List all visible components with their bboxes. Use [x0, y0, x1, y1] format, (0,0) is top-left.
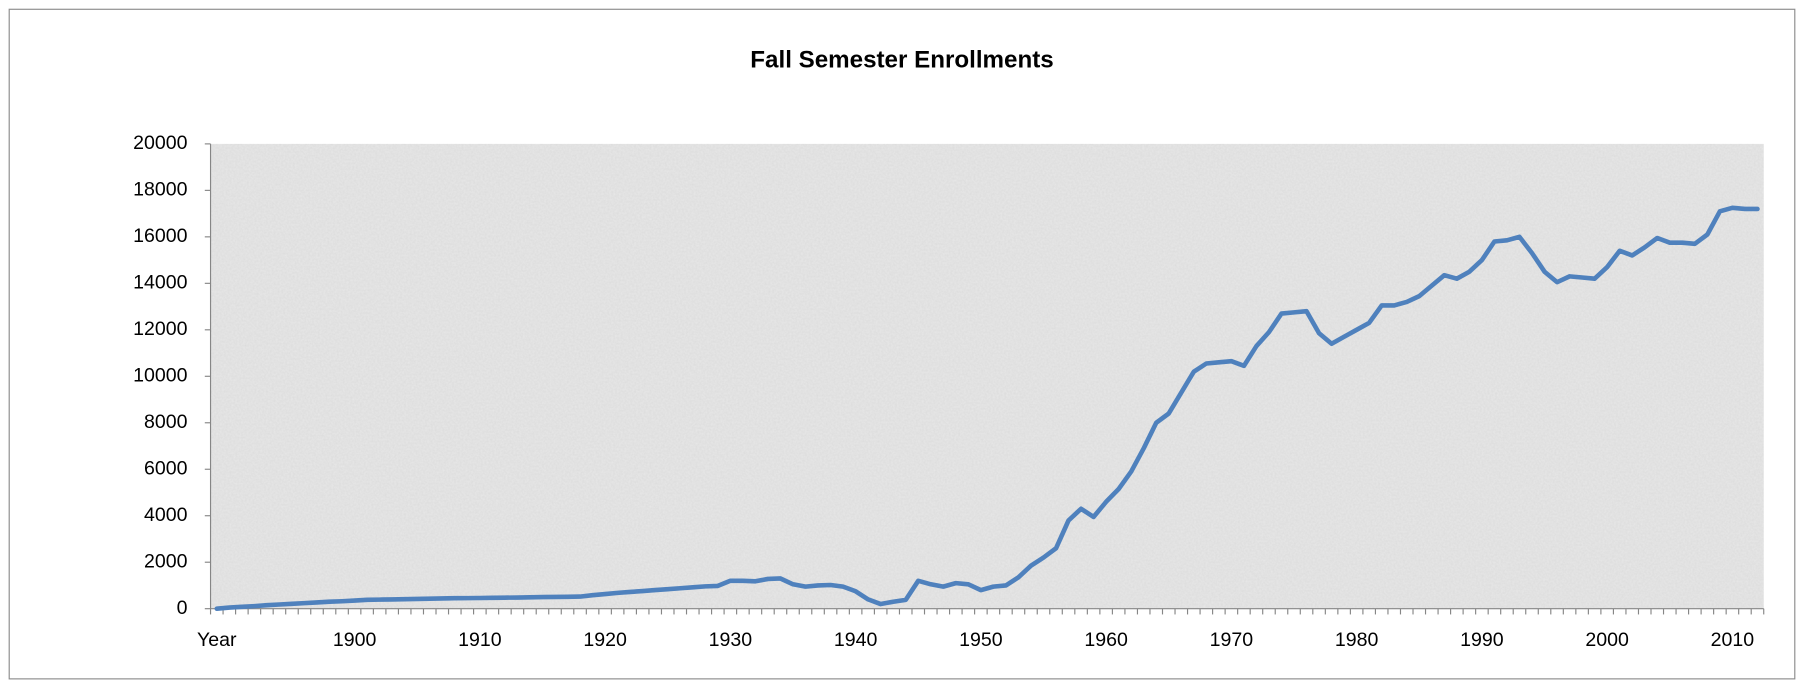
x-tick-label: 1920 — [583, 629, 627, 651]
y-tick-label: 12000 — [133, 318, 187, 340]
plot-texture — [210, 143, 1764, 609]
x-tick-label: 2000 — [1585, 629, 1629, 651]
data-line — [214, 205, 1760, 611]
y-tick-label: 14000 — [133, 272, 187, 294]
x-tick-label: 2010 — [1711, 629, 1755, 651]
y-tick-label: 0 — [177, 597, 188, 619]
y-tick-label: 6000 — [144, 457, 188, 479]
y-tick-label: 16000 — [133, 225, 187, 247]
x-tick-label: 1960 — [1084, 629, 1128, 651]
x-tick-label: 1980 — [1335, 629, 1379, 651]
y-tick-label: 8000 — [144, 411, 188, 433]
x-tick-label: Year — [197, 629, 237, 651]
y-tick-label: 18000 — [133, 179, 187, 201]
x-tick-label: 1900 — [333, 629, 377, 651]
x-tick-label: 1940 — [834, 629, 878, 651]
x-tick-label: 1930 — [709, 629, 753, 651]
y-tick-label: 4000 — [144, 504, 188, 526]
chart-title: Fall Semester Enrollments — [750, 46, 1053, 73]
x-tick-label: 1950 — [959, 629, 1003, 651]
x-tick-label: 1910 — [458, 629, 502, 651]
x-tick-label: 1990 — [1460, 629, 1504, 651]
x-tick-label: 1970 — [1210, 629, 1254, 651]
y-tick-label: 10000 — [133, 364, 187, 386]
y-tick-label: 20000 — [133, 132, 187, 154]
y-tick-label: 2000 — [144, 550, 188, 572]
